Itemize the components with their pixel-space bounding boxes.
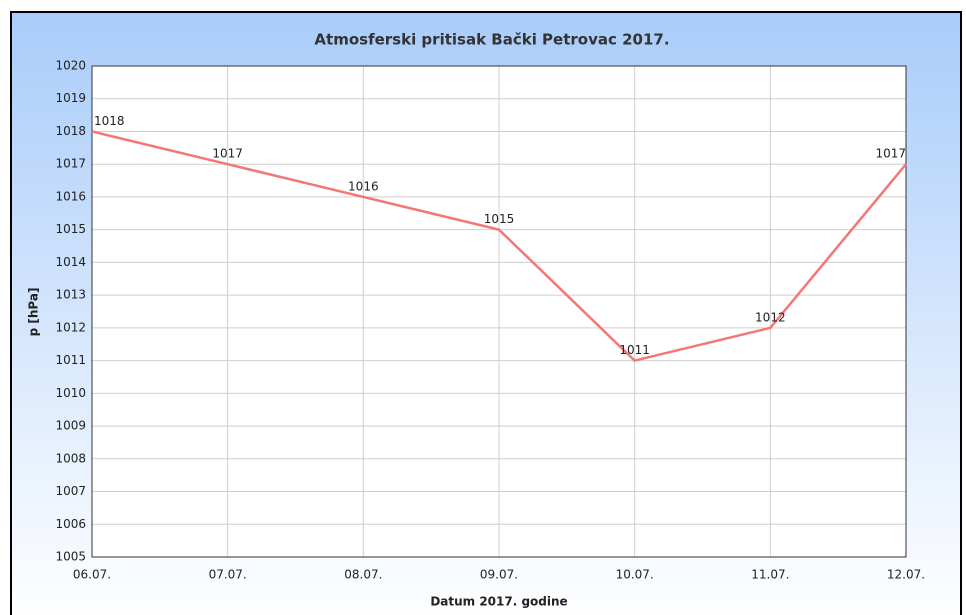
x-tick-label: 06.07. bbox=[73, 568, 111, 582]
y-tick-label: 1020 bbox=[55, 59, 86, 73]
x-tick-label: 08.07. bbox=[344, 568, 382, 582]
data-line bbox=[91, 130, 907, 362]
y-tick-label: 1012 bbox=[55, 320, 86, 334]
y-tick-label: 1005 bbox=[55, 550, 86, 564]
data-label: 1012 bbox=[755, 310, 786, 324]
y-tick-label: 1014 bbox=[55, 255, 86, 269]
x-tick-label: 09.07. bbox=[480, 568, 518, 582]
data-label: 1018 bbox=[94, 114, 125, 128]
x-axis-title: Datum 2017. godine bbox=[430, 595, 567, 609]
data-label: 1017 bbox=[875, 147, 906, 161]
data-label: 1011 bbox=[619, 343, 650, 357]
y-tick-label: 1013 bbox=[55, 288, 86, 302]
y-tick-label: 1009 bbox=[55, 419, 86, 433]
x-tick-label: 10.07. bbox=[616, 568, 654, 582]
y-tick-label: 1008 bbox=[55, 451, 86, 465]
y-axis-title: p [hPa] bbox=[27, 288, 41, 337]
y-tick-label: 1016 bbox=[55, 189, 86, 203]
data-label: 1016 bbox=[348, 179, 379, 193]
data-label: 1017 bbox=[212, 147, 243, 161]
y-tick-label: 1015 bbox=[55, 222, 86, 236]
y-tick-label: 1006 bbox=[55, 517, 86, 531]
y-tick-label: 1018 bbox=[55, 124, 86, 138]
y-tick-label: 1010 bbox=[55, 386, 86, 400]
data-label: 1015 bbox=[484, 212, 515, 226]
y-tick-label: 1007 bbox=[55, 484, 86, 498]
y-tick-label: 1017 bbox=[55, 157, 86, 171]
x-tick-label: 07.07. bbox=[209, 568, 247, 582]
x-tick-label: 12.07. bbox=[887, 568, 925, 582]
y-tick-label: 1019 bbox=[55, 91, 86, 105]
chart-title: Atmosferski pritisak Bački Petrovac 2017… bbox=[314, 31, 669, 49]
plot-border bbox=[91, 65, 907, 558]
x-tick-label: 11.07. bbox=[751, 568, 789, 582]
y-tick-label: 1011 bbox=[55, 353, 86, 367]
